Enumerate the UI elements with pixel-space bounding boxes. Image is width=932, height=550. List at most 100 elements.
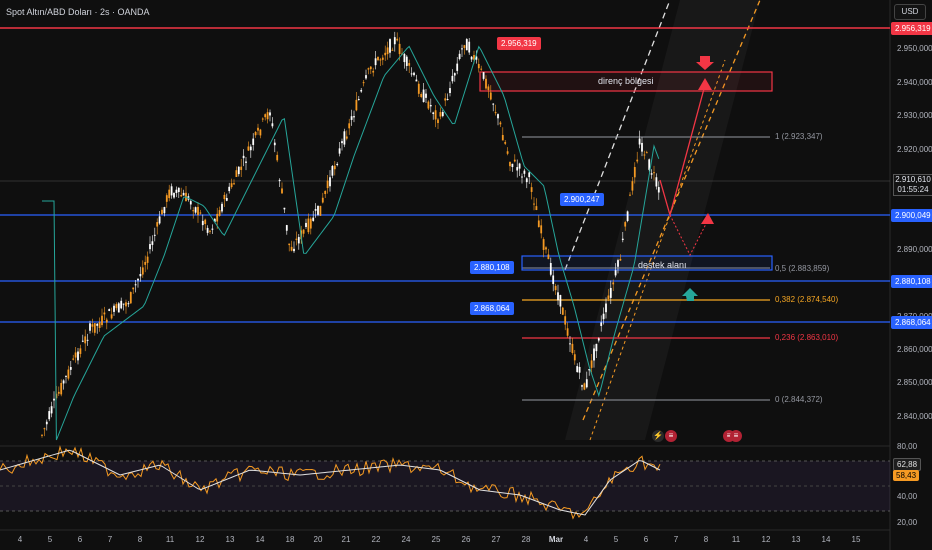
resistance-zone: [479, 71, 773, 92]
candle-body: [590, 360, 593, 368]
candle-body: [645, 152, 648, 154]
candle-body: [441, 112, 444, 117]
candle-body: [465, 39, 468, 51]
candle-body: [612, 282, 615, 285]
time-tick: 6: [643, 535, 649, 544]
candle-body: [223, 194, 226, 200]
time-tick: 13: [791, 535, 801, 544]
candle-body: [369, 66, 372, 70]
candle-body: [230, 183, 233, 188]
candle-body: [365, 75, 367, 79]
currency-button[interactable]: USD: [894, 4, 926, 20]
candle-body: [415, 79, 418, 82]
price-badge-top: 2.956,319: [891, 22, 932, 35]
candle-body: [396, 38, 399, 41]
candle-body: [41, 434, 43, 436]
candle-body: [475, 56, 478, 60]
candle-body: [269, 112, 271, 116]
candle-body: [312, 217, 315, 221]
candle-body: [650, 173, 653, 175]
time-tick: 12: [195, 535, 205, 544]
candle-body: [439, 112, 442, 117]
rsi-ma-badge: 58,43: [893, 470, 920, 481]
time-tick: 4: [17, 535, 23, 544]
candle-body: [583, 383, 586, 390]
rsi-tick: 20,00: [897, 518, 918, 527]
candle-body: [89, 323, 91, 331]
candle-body: [379, 59, 382, 61]
candle-body: [266, 112, 269, 120]
candle-body: [211, 228, 214, 230]
candle-body: [77, 351, 79, 361]
candle-body: [482, 72, 485, 79]
candle-body: [62, 380, 65, 384]
candle-body: [297, 237, 300, 244]
candle-body: [194, 207, 197, 213]
time-tick: 25: [431, 535, 441, 544]
lightning-icon[interactable]: ⚡: [652, 430, 664, 442]
candle-body: [278, 179, 281, 182]
candle-body: [547, 254, 550, 260]
price-tick: 2.940,000: [897, 78, 932, 87]
candle-body: [343, 131, 346, 145]
candle-body: [137, 278, 139, 281]
chart-tag-mid: 2.900,247: [560, 193, 604, 206]
price-tick: 2.950,000: [897, 44, 932, 53]
candle-body: [377, 56, 379, 61]
us-flag-icon[interactable]: ≡: [665, 430, 677, 442]
candle-body: [53, 398, 55, 401]
us-flag-icon[interactable]: ≡: [730, 430, 742, 442]
candle-body: [240, 166, 243, 170]
current-price-value: 2.910,610: [895, 175, 931, 184]
candle-body: [67, 369, 70, 379]
fib-label-1: 1 (2.923,347): [775, 132, 823, 141]
candle-body: [629, 194, 631, 196]
time-tick: 8: [703, 535, 709, 544]
candle-body: [228, 186, 231, 192]
candle-body: [139, 273, 142, 277]
candle-body: [302, 229, 305, 234]
fib-label-05: 0,5 (2.883,859): [775, 264, 830, 273]
candle-body: [259, 129, 262, 136]
candle-body: [595, 343, 598, 352]
candle-body: [249, 146, 252, 151]
candle-body: [636, 159, 639, 162]
candle-body: [597, 338, 600, 341]
candle-body: [357, 99, 360, 101]
candle-body: [341, 141, 343, 144]
time-tick: 21: [341, 535, 351, 544]
candle-body: [480, 68, 483, 70]
candle-body: [389, 39, 391, 53]
candle-body: [494, 112, 497, 114]
price-tick: 2.920,000: [897, 145, 932, 154]
candle-body: [549, 262, 552, 275]
candle-body: [633, 167, 636, 178]
price-tick: 2.860,000: [897, 345, 932, 354]
moving-average-line: [42, 45, 660, 441]
candle-body: [607, 295, 610, 299]
candle-body: [156, 222, 159, 227]
chart-tag-top: 2.956,319: [497, 37, 541, 50]
candle-body: [252, 138, 255, 145]
projection-alt-path: [669, 214, 709, 257]
candle-body: [101, 315, 103, 326]
candle-body: [593, 348, 595, 361]
candle-body: [537, 220, 540, 228]
candle-body: [372, 70, 375, 73]
candle-body: [602, 313, 605, 320]
price-tick: 2.930,000: [897, 111, 932, 120]
candle-body: [576, 366, 579, 373]
fib-label-0: 0 (2.844,372): [775, 395, 823, 404]
candle-body: [117, 303, 120, 313]
candle-body: [336, 163, 339, 165]
candle-body: [113, 305, 115, 312]
candle-body: [163, 207, 166, 214]
time-tick: 5: [613, 535, 619, 544]
candle-body: [69, 367, 72, 370]
fib-label-0236: 0,236 (2.863,010): [775, 333, 839, 342]
candle-body: [271, 123, 274, 127]
candle-body: [216, 213, 219, 222]
candle-body: [497, 114, 499, 119]
channel-mid-orange: [589, 59, 726, 441]
